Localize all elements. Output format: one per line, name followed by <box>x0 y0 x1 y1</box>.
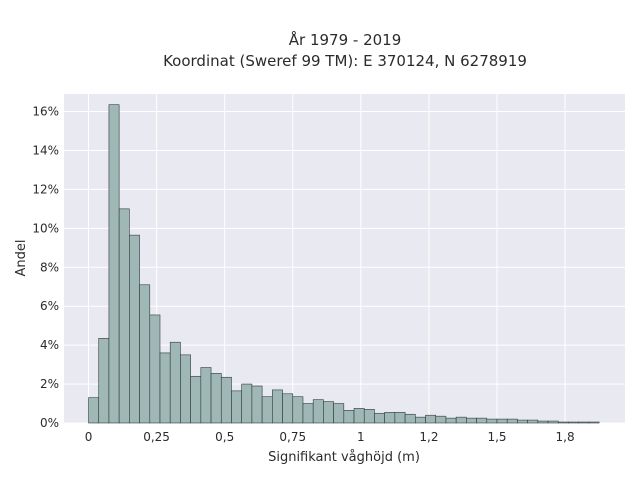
histogram-bar <box>343 410 355 424</box>
histogram-bar <box>302 403 314 424</box>
x-tick-label: 1,5 <box>487 430 506 444</box>
histogram-bar <box>251 385 263 424</box>
histogram-bar <box>312 399 324 424</box>
histogram-bar <box>384 411 396 424</box>
histogram-bar <box>466 417 477 424</box>
histogram-bar <box>220 376 232 424</box>
histogram-bar <box>159 352 171 424</box>
histogram-bar <box>261 396 273 424</box>
x-tick-label: 1 <box>357 430 365 444</box>
y-axis-ticks: 0% 2% 4% 6% 8% 10% 12% 14% 16% <box>32 105 59 430</box>
histogram-bar <box>506 418 518 424</box>
x-tick-label: 1,2 <box>419 430 438 444</box>
histogram-bar <box>527 419 539 424</box>
histogram-bar <box>169 341 181 424</box>
histogram-bar <box>588 421 600 424</box>
histogram-bar <box>404 413 416 424</box>
histogram-bar <box>547 420 559 424</box>
histogram-bar <box>292 396 304 424</box>
histogram-bar <box>363 409 375 424</box>
histogram-bar <box>282 393 294 424</box>
histogram-bar <box>353 408 365 424</box>
histogram-bar <box>557 421 569 424</box>
histogram-bar <box>129 234 140 424</box>
bars-group <box>88 104 600 424</box>
x-tick-label: 0,25 <box>143 430 170 444</box>
y-tick-label: 10% <box>32 221 59 235</box>
histogram-bar <box>578 421 590 424</box>
histogram-bar <box>425 414 437 424</box>
histogram-bar <box>455 416 467 424</box>
histogram-bar <box>323 401 334 424</box>
x-tick-label: 0 <box>85 430 93 444</box>
chart-title-line-1: År 1979 - 2019 <box>289 30 402 49</box>
histogram-bar <box>231 390 242 424</box>
chart-title-line-2: Koordinat (Sweref 99 TM): E 370124, N 62… <box>163 52 527 70</box>
histogram-bar <box>88 397 100 424</box>
histogram-bar <box>435 415 447 424</box>
y-tick-label: 4% <box>40 338 59 352</box>
histogram-bar <box>517 419 528 424</box>
histogram-bar <box>180 354 191 424</box>
histogram-bar <box>537 420 549 424</box>
histogram-bar <box>98 338 110 424</box>
histogram-bar <box>241 383 253 424</box>
histogram-bar <box>568 421 580 424</box>
histogram-bar <box>445 417 457 424</box>
histogram-bar <box>118 208 130 424</box>
histogram-bar <box>272 389 283 424</box>
histogram-bar <box>394 411 406 424</box>
x-axis-ticks: 0 0,25 0,5 0,75 1 1,2 1,5 1,8 <box>85 430 575 444</box>
histogram-bar <box>496 418 508 424</box>
histogram-bar <box>486 418 498 424</box>
x-axis-label: Signifikant våghöjd (m) <box>268 450 420 465</box>
y-tick-label: 2% <box>40 377 59 391</box>
histogram-bar <box>333 403 345 424</box>
y-tick-label: 0% <box>40 416 59 430</box>
histogram-bar <box>149 314 161 424</box>
y-tick-label: 12% <box>32 182 59 196</box>
x-tick-label: 1,8 <box>556 430 575 444</box>
histogram-bar <box>108 104 120 424</box>
y-tick-label: 14% <box>32 143 59 157</box>
histogram-bar <box>210 373 222 424</box>
histogram-bar <box>374 412 385 424</box>
histogram-bar <box>476 417 488 424</box>
histogram-bar <box>190 375 202 424</box>
histogram-bar <box>139 284 151 424</box>
x-tick-label: 0,5 <box>215 430 234 444</box>
y-tick-label: 6% <box>40 299 59 313</box>
y-tick-label: 16% <box>32 105 59 119</box>
histogram-bar <box>200 367 212 424</box>
x-tick-label: 0,75 <box>279 430 306 444</box>
histogram-bar <box>415 416 426 424</box>
y-tick-label: 8% <box>40 260 59 274</box>
y-axis-label: Andel <box>14 240 29 277</box>
